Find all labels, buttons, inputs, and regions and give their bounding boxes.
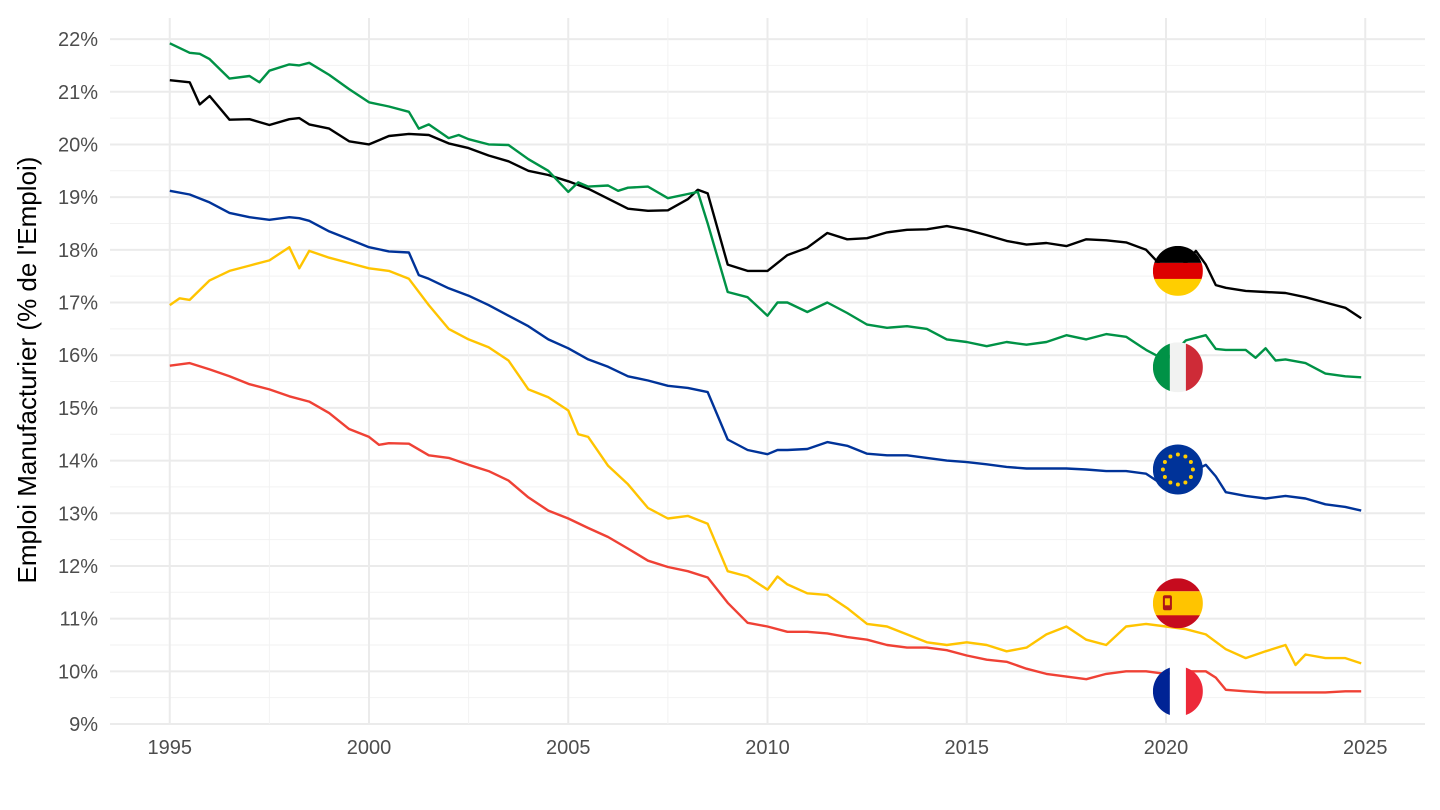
y-tick-label: 22%: [58, 29, 98, 51]
y-tick-label: 20%: [58, 134, 98, 156]
y-tick-label: 10%: [58, 661, 98, 683]
x-tick-label: 2020: [1144, 737, 1189, 759]
y-tick-label: 12%: [58, 556, 98, 578]
eu-star: [1183, 480, 1188, 485]
eu-star: [1188, 460, 1193, 464]
y-tick-label: 21%: [58, 82, 98, 104]
x-tick-label: 2015: [944, 737, 989, 759]
eu-star: [1183, 454, 1188, 459]
eu-star: [1190, 467, 1195, 472]
x-tick-label: 2000: [347, 737, 392, 759]
france-flag: [1152, 666, 1203, 717]
y-tick-label: 19%: [58, 187, 98, 209]
eu-star: [1162, 460, 1167, 464]
y-tick-label: 9%: [69, 714, 98, 736]
series-line-france: [169, 361, 1362, 694]
eu-star: [1175, 482, 1180, 487]
x-tick-label: 2010: [745, 737, 790, 759]
x-tick-label: 1995: [148, 737, 193, 759]
y-tick-label: 15%: [58, 398, 98, 420]
y-axis-title: Emploi Manufacturier (% de l'Emploi): [12, 157, 42, 584]
x-tick-label: 2025: [1343, 737, 1388, 759]
eu-star: [1175, 452, 1180, 457]
eu-flag: [1152, 444, 1203, 495]
y-tick-label: 14%: [58, 451, 98, 473]
germany-flag: [1152, 245, 1203, 296]
eu-star: [1188, 475, 1193, 479]
country-flags: [1152, 245, 1203, 717]
y-tick-label: 16%: [58, 345, 98, 367]
series-line-spain: [169, 246, 1362, 667]
italy-flag: [1152, 342, 1203, 393]
eu-star: [1162, 475, 1167, 479]
y-tick-label: 17%: [58, 293, 98, 315]
series-line-italy: [169, 42, 1362, 379]
y-tick-label: 18%: [58, 240, 98, 262]
spain-flag: [1152, 578, 1203, 629]
eu-star: [1168, 454, 1173, 459]
y-tick-label: 13%: [58, 503, 98, 525]
y-tick-label: 11%: [59, 609, 98, 631]
y-axis-tick-labels: 9% 10% 11% 12% 13% 14% 15% 16% 17% 18% 19% 20% 21% 22…: [58, 29, 98, 736]
x-tick-label: 2005: [546, 737, 591, 759]
x-axis-tick-labels: 1995 2000 2005 2010 2015 2020 2025: [148, 737, 1388, 759]
eu-star: [1160, 467, 1165, 472]
eu-star: [1168, 480, 1173, 485]
